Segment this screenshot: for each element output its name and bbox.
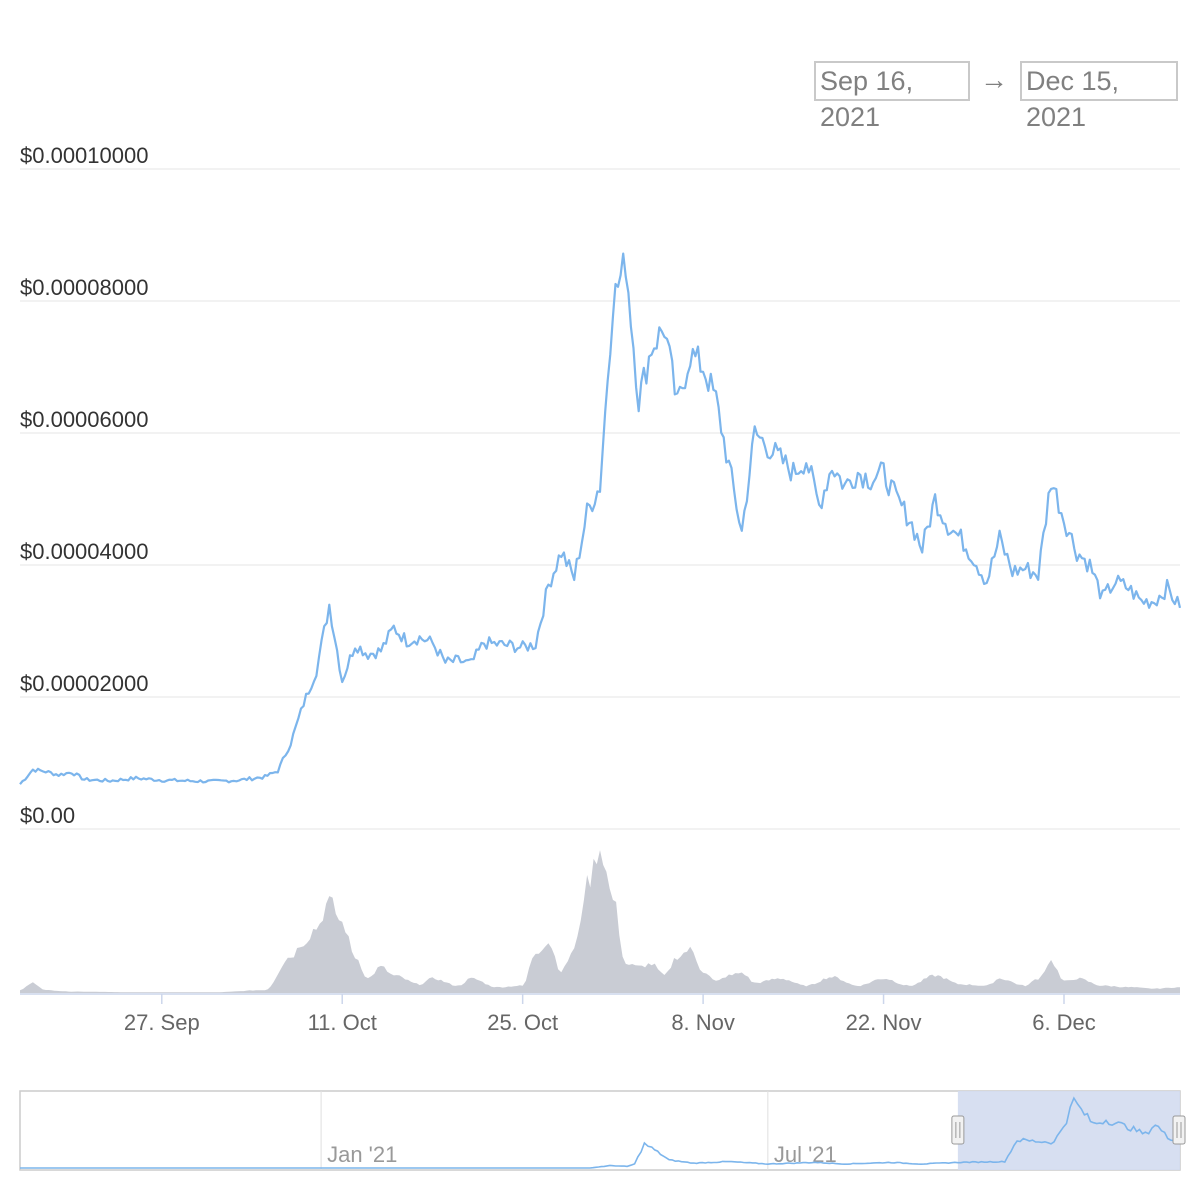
y-tick-label: $0.00010000 [20, 143, 148, 168]
price-axis-labels: $0.00 $0.00002000 $0.00004000 $0.00006000 $0… [20, 143, 148, 828]
navigator[interactable]: Jan '21 Jul '21 [19, 1090, 1186, 1171]
price-series-line [19, 252, 1182, 785]
x-tick-label: 22. Nov [846, 1010, 922, 1035]
y-tick-label: $0.00 [20, 803, 75, 828]
navigator-series-line [20, 1096, 1181, 1169]
y-tick-label: $0.00008000 [20, 275, 148, 300]
price-grid [20, 168, 1180, 830]
y-tick-label: $0.00004000 [20, 539, 148, 564]
x-tick-label: 25. Oct [487, 1010, 558, 1035]
x-tick-label: 6. Dec [1032, 1010, 1096, 1035]
navigator-selection [957, 1091, 1180, 1170]
x-tick-label: 11. Oct [308, 1010, 377, 1035]
date-range-from-input[interactable]: Sep 16, 2021 [814, 61, 970, 132]
date-range-to-input[interactable]: Dec 15, 2021 [1020, 61, 1178, 132]
y-tick-label: $0.00006000 [20, 407, 148, 432]
navigator-handle-right[interactable] [1172, 1115, 1186, 1145]
price-line-layer [19, 252, 1182, 785]
y-tick-label: $0.00002000 [20, 671, 148, 696]
date-range-arrow: → [980, 64, 1008, 95]
x-tick-label: 8. Nov [671, 1010, 735, 1035]
navigator-tick-label: Jan '21 [327, 1142, 397, 1167]
date-axis: 27. Sep 11. Oct 25. Oct 8. Nov 22. Nov 6. Dec [20, 993, 1180, 1035]
volume-area-layer [20, 850, 1180, 993]
x-tick-label: 27. Sep [124, 1010, 200, 1035]
navigator-handle-left[interactable] [951, 1115, 965, 1145]
volume-series-area [20, 850, 1180, 993]
